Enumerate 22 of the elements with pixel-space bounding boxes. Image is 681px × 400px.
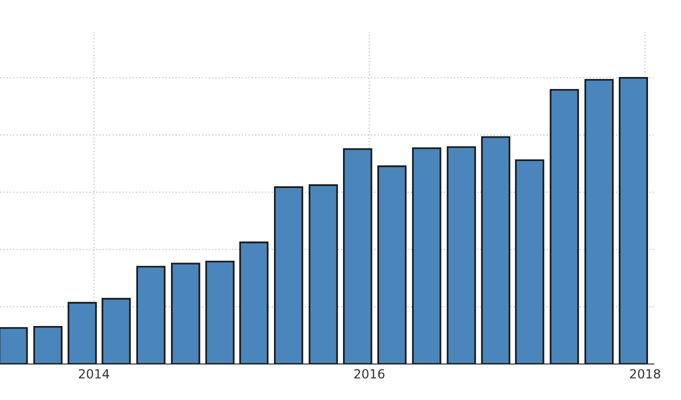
bar xyxy=(274,186,304,364)
x-tick-label: 2018 xyxy=(630,369,660,379)
bar xyxy=(412,147,442,364)
bar xyxy=(308,184,338,364)
bar xyxy=(446,146,476,364)
x-tick-label: 2016 xyxy=(354,369,384,379)
bar xyxy=(136,266,166,364)
bar xyxy=(205,260,235,364)
bar xyxy=(33,326,63,364)
bar xyxy=(68,302,97,364)
bar xyxy=(343,148,372,364)
bar xyxy=(0,327,28,364)
bar xyxy=(515,159,544,364)
bar xyxy=(618,76,648,364)
bar xyxy=(481,136,510,364)
x-tick-label: 2014 xyxy=(78,369,110,379)
bar xyxy=(377,165,407,364)
bar xyxy=(102,298,131,364)
bar xyxy=(239,242,268,364)
bar xyxy=(550,88,579,364)
bar xyxy=(171,262,200,364)
bar xyxy=(584,78,614,364)
